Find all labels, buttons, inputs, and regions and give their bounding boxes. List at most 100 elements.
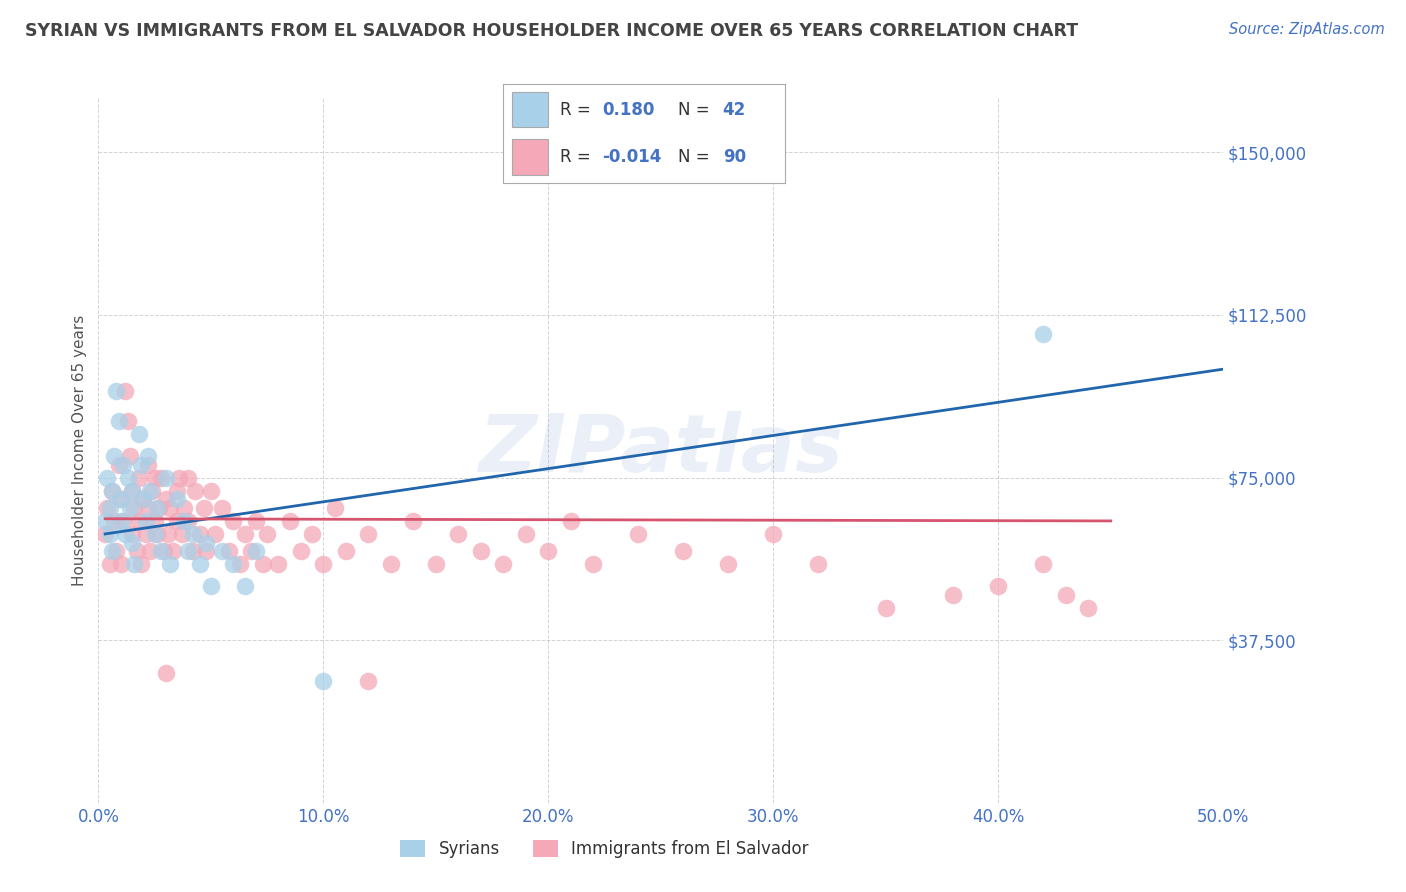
Point (136, 500, 159, 515)
Point (125, 544, 148, 558)
Point (98, 558, 121, 572)
Point (143, 470, 166, 484)
Text: SYRIAN VS IMMIGRANTS FROM EL SALVADOR HOUSEHOLDER INCOME OVER 65 YEARS CORRELATI: SYRIAN VS IMMIGRANTS FROM EL SALVADOR HO… (25, 22, 1078, 40)
Text: ZIPatlas: ZIPatlas (478, 411, 844, 490)
Point (672, 544, 695, 558)
Text: 42: 42 (723, 101, 747, 119)
Point (1032, 327, 1054, 342)
Point (159, 558, 181, 572)
Point (170, 527, 193, 541)
Point (470, 544, 492, 558)
Point (627, 527, 650, 541)
Point (128, 514, 150, 528)
Point (146, 527, 169, 541)
Point (380, 558, 402, 572)
Point (136, 458, 159, 472)
Point (135, 514, 157, 528)
Text: Source: ZipAtlas.com: Source: ZipAtlas.com (1229, 22, 1385, 37)
Bar (512, 139, 548, 175)
Point (233, 579, 256, 593)
Point (98, 527, 121, 541)
Point (357, 674, 380, 689)
Point (141, 483, 163, 498)
Point (124, 558, 146, 572)
Text: N =: N = (678, 101, 709, 119)
Point (105, 384, 128, 398)
Point (762, 527, 785, 541)
Point (110, 514, 132, 528)
Point (98, 500, 121, 515)
Point (157, 527, 180, 541)
Point (166, 492, 188, 507)
Point (136, 449, 159, 463)
Point (200, 579, 222, 593)
Point (204, 527, 226, 541)
Point (252, 558, 274, 572)
Point (987, 579, 1010, 593)
Point (101, 544, 124, 558)
Text: N =: N = (678, 148, 709, 166)
Point (560, 514, 582, 528)
Point (1054, 588, 1077, 602)
Point (537, 544, 560, 558)
Point (177, 514, 200, 528)
Point (301, 527, 323, 541)
Point (181, 527, 204, 541)
Point (118, 500, 141, 515)
Point (110, 558, 132, 572)
Point (162, 544, 184, 558)
Point (114, 527, 136, 541)
Point (117, 414, 139, 428)
Point (148, 500, 170, 515)
Point (135, 527, 157, 541)
Point (94, 514, 117, 528)
Point (188, 527, 211, 541)
Text: R =: R = (560, 148, 591, 166)
Point (200, 483, 222, 498)
Point (942, 588, 965, 602)
Point (181, 544, 204, 558)
Point (146, 500, 169, 515)
Point (222, 514, 245, 528)
Point (121, 483, 143, 498)
Point (447, 527, 470, 541)
Point (245, 514, 267, 528)
Point (139, 544, 162, 558)
Point (143, 514, 166, 528)
Text: 90: 90 (723, 148, 745, 166)
Point (211, 500, 233, 515)
Text: R =: R = (560, 101, 591, 119)
Point (278, 514, 301, 528)
Point (121, 535, 143, 549)
Point (128, 427, 150, 442)
Point (173, 500, 195, 515)
Point (101, 483, 124, 498)
Y-axis label: Householder Income Over 65 years: Householder Income Over 65 years (72, 315, 87, 586)
Point (150, 544, 173, 558)
Point (312, 674, 335, 689)
Point (96, 470, 118, 484)
Point (492, 558, 515, 572)
Point (425, 558, 447, 572)
Point (101, 483, 124, 498)
Point (335, 544, 357, 558)
Text: 0.180: 0.180 (602, 101, 654, 119)
Point (245, 544, 267, 558)
Point (218, 544, 240, 558)
Point (229, 558, 252, 572)
Point (121, 483, 143, 498)
Point (139, 483, 162, 498)
Point (114, 384, 136, 398)
Point (290, 544, 312, 558)
Point (184, 483, 207, 498)
Point (177, 544, 200, 558)
Point (188, 558, 211, 572)
Point (107, 414, 129, 428)
Point (155, 492, 177, 507)
Point (1077, 600, 1099, 615)
Point (121, 527, 143, 541)
Point (323, 500, 346, 515)
Point (105, 544, 128, 558)
Point (159, 500, 181, 515)
Point (357, 527, 380, 541)
